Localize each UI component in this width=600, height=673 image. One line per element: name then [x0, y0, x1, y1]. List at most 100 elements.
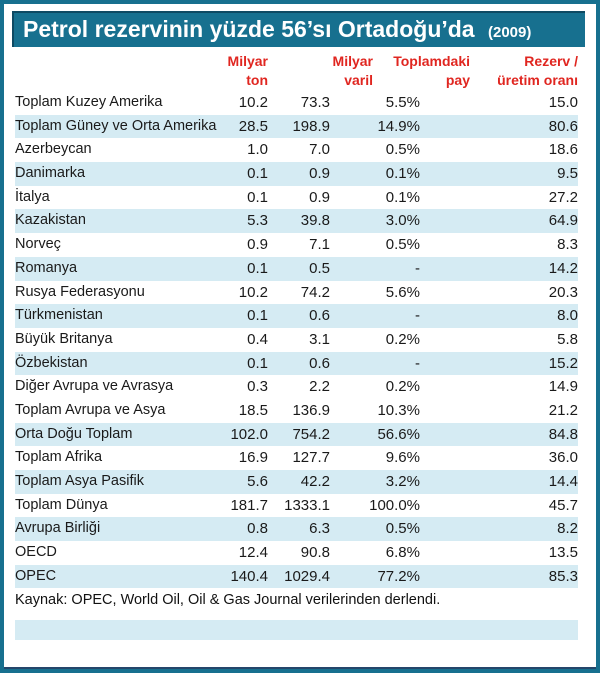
title-bar: Petrol rezervinin yüzde 56’sı Ortadoğu’d…	[12, 11, 585, 47]
cell-milyar-ton: 0.9	[247, 236, 268, 254]
cell-milyar-varil: 6.3	[309, 520, 330, 538]
table-row: Rusya Federasyonu 10.2 74.2 5.6% 20.3	[15, 281, 578, 305]
row-name: Romanya	[15, 259, 78, 276]
row-name: Toplam Güney ve Orta Amerika	[15, 117, 217, 134]
cell-milyar-varil: 7.1	[309, 236, 330, 254]
cell-milyar-varil: 2.2	[309, 378, 330, 396]
cell-toplamdaki-pay: 0.2%	[385, 378, 420, 396]
cell-milyar-varil: 0.9	[309, 165, 330, 183]
row-name: Kazakistan	[15, 212, 86, 229]
cell-milyar-ton: 10.2	[238, 283, 268, 301]
cell-milyar-ton: 0.1	[247, 354, 268, 372]
row-name: OECD	[15, 544, 57, 561]
cell-milyar-ton: 0.4	[247, 330, 268, 348]
cell-milyar-ton: 1.0	[247, 141, 268, 159]
table-header-row: Milyar ton Milyar varil Toplamdaki pay R…	[15, 52, 578, 90]
table-row: Özbekistan 0.1 0.6 - 15.2	[15, 351, 578, 376]
table-row: Türkmenistan 0.1 0.6 - 8.0	[15, 304, 578, 328]
cell-milyar-varil: 0.6	[309, 354, 330, 372]
cell-milyar-ton: 0.1	[247, 165, 268, 183]
row-name: Türkmenistan	[15, 307, 103, 324]
cell-rezerv-uretim-orani: 13.5	[548, 544, 578, 562]
table-row: Büyük Britanya 0.4 3.1 0.2% 5.8	[15, 328, 578, 352]
table-row: Toplam Güney ve Orta Amerika 28.5 198.9 …	[15, 114, 578, 139]
cell-rezerv-uretim-orani: 5.8	[557, 330, 578, 348]
cell-toplamdaki-pay: 3.0%	[385, 212, 420, 230]
column-header-milyar-ton: Milyar ton	[227, 53, 268, 88]
cell-milyar-varil: 0.5	[309, 259, 330, 277]
cell-milyar-ton: 10.2	[238, 94, 268, 111]
cell-milyar-varil: 136.9	[292, 401, 330, 419]
cell-milyar-varil: 127.7	[292, 449, 330, 467]
row-name: Orta Doğu Toplam	[15, 425, 133, 442]
row-name: Azerbeycan	[15, 141, 92, 158]
cell-milyar-varil: 1333.1	[284, 496, 330, 514]
cell-toplamdaki-pay: 10.3%	[377, 401, 420, 419]
page-title: Petrol rezervinin yüzde 56’sı Ortadoğu’d…	[23, 16, 475, 42]
row-name: İtalya	[15, 188, 50, 205]
cell-toplamdaki-pay: 0.1%	[385, 188, 420, 206]
cell-rezerv-uretim-orani: 20.3	[548, 283, 578, 301]
cell-toplamdaki-pay: 0.5%	[385, 236, 420, 254]
bottom-stripe	[15, 620, 578, 641]
cell-milyar-varil: 0.9	[309, 188, 330, 206]
cell-milyar-ton: 12.4	[238, 544, 268, 562]
cell-milyar-ton: 5.6	[247, 473, 268, 490]
cell-milyar-ton: 5.3	[247, 212, 268, 230]
cell-milyar-ton: 140.4	[230, 567, 268, 585]
cell-toplamdaki-pay: 0.1%	[385, 165, 420, 183]
cell-rezerv-uretim-orani: 14.4	[548, 473, 578, 490]
column-header-rezerv-uretim-orani: Rezerv / üretim oranı	[497, 53, 578, 88]
table-row: Azerbeycan 1.0 7.0 0.5% 18.6	[15, 138, 578, 162]
cell-rezerv-uretim-orani: 15.0	[548, 94, 578, 111]
table-row: OPEC 140.4 1029.4 77.2% 85.3	[15, 564, 578, 589]
table-row: Norveç 0.9 7.1 0.5% 8.3	[15, 233, 578, 257]
table-row: Romanya 0.1 0.5 - 14.2	[15, 256, 578, 281]
cell-milyar-ton: 18.5	[238, 401, 268, 419]
cell-rezerv-uretim-orani: 27.2	[548, 188, 578, 206]
title-year-label: (2009)	[488, 24, 532, 41]
cell-rezerv-uretim-orani: 18.6	[548, 141, 578, 159]
cell-toplamdaki-pay: 77.2%	[377, 567, 420, 585]
cell-toplamdaki-pay: -	[415, 307, 420, 325]
table-row: İtalya 0.1 0.9 0.1% 27.2	[15, 186, 578, 210]
row-name: Avrupa Birliği	[15, 520, 101, 537]
row-name: Diğer Avrupa ve Avrasya	[15, 378, 174, 395]
cell-milyar-varil: 0.6	[309, 307, 330, 325]
cell-toplamdaki-pay: 0.5%	[385, 141, 420, 159]
row-name: Norveç	[15, 236, 61, 253]
table-row: Kazakistan 5.3 39.8 3.0% 64.9	[15, 209, 578, 234]
cell-rezerv-uretim-orani: 8.0	[557, 307, 578, 325]
row-name: OPEC	[15, 567, 57, 584]
cell-toplamdaki-pay: 9.6%	[385, 449, 420, 467]
cell-milyar-varil: 39.8	[300, 212, 330, 230]
cell-rezerv-uretim-orani: 64.9	[548, 212, 578, 230]
table-row: Toplam Kuzey Amerika 10.2 73.3 5.5% 15.0	[15, 91, 578, 115]
cell-milyar-ton: 102.0	[230, 425, 268, 443]
cell-toplamdaki-pay: -	[415, 259, 420, 277]
cell-rezerv-uretim-orani: 84.8	[548, 425, 578, 443]
cell-toplamdaki-pay: 5.6%	[385, 283, 420, 301]
cell-milyar-ton: 181.7	[230, 496, 268, 514]
cell-rezerv-uretim-orani: 15.2	[548, 354, 578, 372]
cell-milyar-ton: 0.8	[247, 520, 268, 538]
cell-toplamdaki-pay: 56.6%	[377, 425, 420, 443]
cell-rezerv-uretim-orani: 8.3	[557, 236, 578, 254]
cell-rezerv-uretim-orani: 80.6	[548, 117, 578, 135]
table-row: Orta Doğu Toplam 102.0 754.2 56.6% 84.8	[15, 422, 578, 447]
row-name: Danimarka	[15, 165, 86, 182]
row-name: Toplam Avrupa ve Asya	[15, 401, 166, 418]
row-name: Toplam Dünya	[15, 496, 108, 513]
row-name: Toplam Kuzey Amerika	[15, 94, 163, 110]
table-row: Toplam Asya Pasifik 5.6 42.2 3.2% 14.4	[15, 470, 578, 494]
cell-rezerv-uretim-orani: 45.7	[548, 496, 578, 514]
column-header-toplamdaki-pay: Toplamdaki pay	[393, 53, 470, 88]
row-name: Toplam Asya Pasifik	[15, 473, 144, 489]
cell-milyar-varil: 3.1	[309, 330, 330, 348]
cell-milyar-varil: 90.8	[300, 544, 330, 562]
cell-milyar-ton: 0.1	[247, 259, 268, 277]
column-header-milyar-varil: Milyar varil	[332, 53, 373, 88]
cell-milyar-varil: 754.2	[292, 425, 330, 443]
cell-milyar-ton: 28.5	[238, 117, 268, 135]
